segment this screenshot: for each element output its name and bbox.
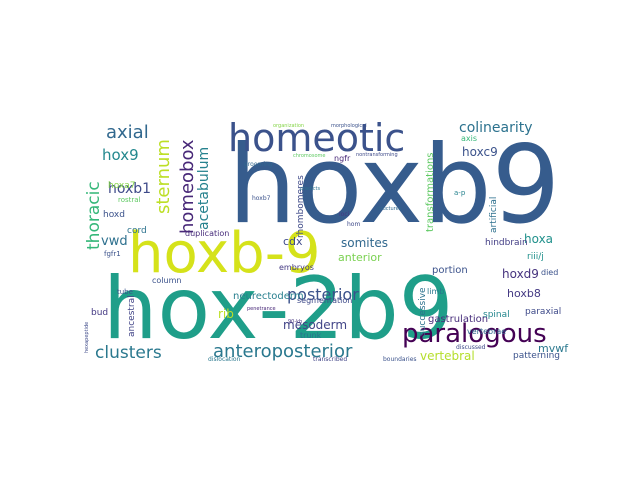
- word: homeotic: [228, 116, 405, 160]
- word: limb: [427, 287, 444, 296]
- word: anteroposterior: [213, 341, 353, 362]
- word: hoxd9: [502, 267, 539, 281]
- word: hom: [347, 221, 360, 228]
- word: patterning: [513, 351, 560, 361]
- word: died: [541, 268, 558, 277]
- word: hoxb1: [108, 181, 151, 197]
- word: acetabulum: [196, 147, 212, 230]
- word: portion: [432, 265, 468, 276]
- word: nontransforming: [356, 152, 398, 158]
- word: hoxb8: [507, 287, 541, 300]
- word: cord: [127, 226, 147, 236]
- word: grooming: [244, 161, 273, 168]
- word: clusters: [95, 343, 162, 363]
- word: sternum: [153, 139, 174, 214]
- word: a-p: [454, 189, 466, 197]
- word: penetrance: [247, 306, 276, 312]
- word: vwd: [101, 234, 128, 249]
- word: fgfr1: [104, 250, 121, 258]
- word: transformations: [425, 152, 436, 232]
- word: hindbrain: [485, 238, 528, 248]
- word: column: [152, 276, 181, 285]
- word: paraxial: [525, 307, 561, 317]
- word: mvwf: [538, 342, 569, 355]
- word: vertebral: [420, 349, 475, 363]
- word: hoxb7: [252, 195, 271, 202]
- word: rhombomeres: [296, 175, 306, 238]
- word: posterior: [287, 285, 359, 304]
- word: ancestral: [127, 295, 137, 337]
- word: discussed: [456, 344, 486, 351]
- word: ngfr: [334, 154, 351, 163]
- word: hoxc9: [462, 145, 498, 159]
- word: structures: [376, 206, 402, 212]
- word: somites: [341, 236, 388, 250]
- word: hox9: [102, 146, 139, 164]
- word: riii/j: [527, 252, 544, 262]
- word: predicts: [300, 186, 320, 192]
- word: dislocation: [208, 356, 241, 363]
- word: homeobox: [177, 139, 198, 234]
- word: transcribed: [313, 356, 347, 363]
- word: hoxb-9: [128, 221, 321, 286]
- word: hoxd: [103, 210, 125, 220]
- word: hoxb9: [228, 123, 560, 248]
- word: axis: [461, 134, 477, 143]
- word: bud: [91, 308, 108, 318]
- word: duplication: [185, 229, 229, 238]
- word: vertebrae: [467, 327, 506, 336]
- word: axial: [106, 122, 149, 143]
- word: rostral: [118, 196, 141, 204]
- word: anterior: [338, 251, 382, 264]
- word: gastrulation: [428, 314, 488, 325]
- word: hexapeptide: [84, 322, 90, 353]
- word: thoracic: [84, 181, 104, 250]
- word: tube: [117, 288, 133, 296]
- word: successive: [418, 287, 428, 336]
- word: hox-2b9: [103, 259, 453, 359]
- word: loci: [339, 211, 350, 218]
- word: rib: [218, 307, 234, 321]
- word: chromosome: [293, 153, 325, 159]
- word: hoxa7: [108, 181, 136, 191]
- word: trunk: [300, 331, 322, 340]
- word: morphological: [331, 123, 367, 129]
- word: colinearity: [459, 120, 533, 136]
- word: boundaries: [383, 356, 417, 363]
- word: spinal: [483, 310, 510, 320]
- word: artificial: [489, 197, 499, 233]
- word: paralogous: [402, 319, 547, 349]
- word: organization: [273, 123, 304, 129]
- word: embryos: [279, 263, 314, 272]
- word: 90-kb: [288, 319, 302, 325]
- word: mesoderm: [283, 318, 347, 332]
- word: segmentation: [297, 296, 352, 305]
- word: neurectoderm: [233, 291, 304, 302]
- word: cdx: [283, 235, 303, 248]
- word: hoxa: [524, 232, 553, 246]
